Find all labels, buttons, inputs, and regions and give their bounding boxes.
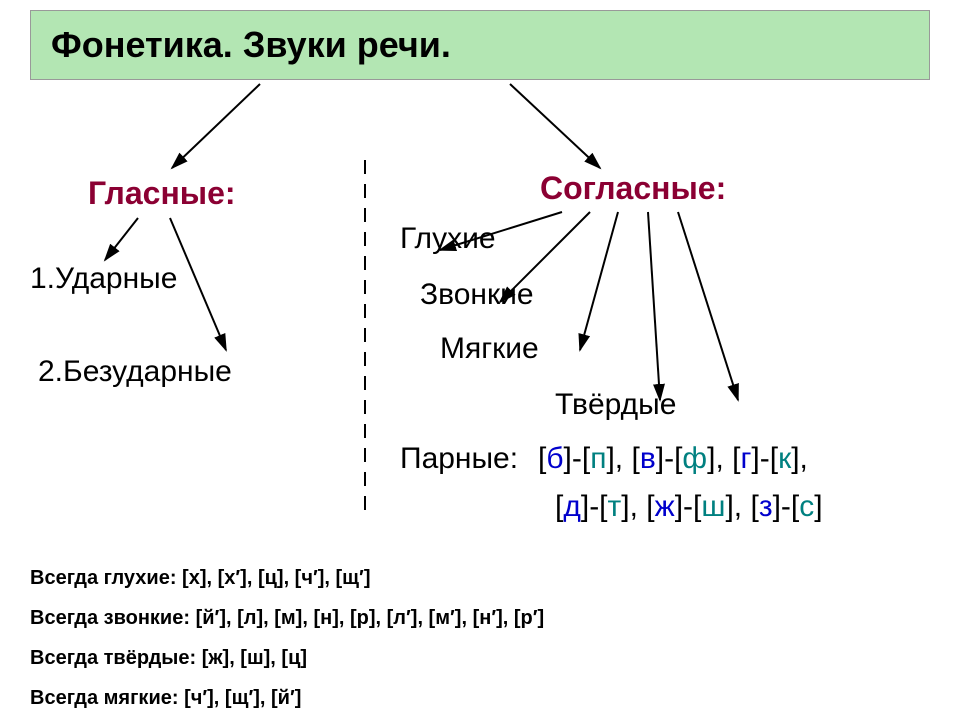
pair-voiced: з — [759, 490, 773, 523]
title-bar: Фонетика. Звуки речи. — [30, 10, 930, 80]
footer-row-soft: Всегда мягкие: [ч′], [щ′], [й′] — [30, 678, 544, 718]
pair-voiceless: с — [799, 490, 814, 523]
vowels-heading: Гласные: — [88, 175, 236, 212]
consonants-item-voiceless: Глухие — [400, 222, 496, 256]
pair-voiced: б — [546, 442, 563, 475]
pairs-line-1: [б]-[п], [в]-[ф], [г]-[к], — [538, 442, 808, 476]
footer-row-voiceless: Всегда глухие: [х], [х′], [ц], [ч′], [щ′… — [30, 558, 544, 598]
consonants-pair-label: Парные: — [400, 442, 518, 476]
footer-row-voiced: Всегда звонкие: [й′], [л], [м], [н], [р]… — [30, 598, 544, 638]
consonants-item-soft: Мягкие — [440, 332, 539, 366]
pair-voiced: в — [640, 442, 656, 475]
pair-voiceless: ф — [682, 442, 707, 475]
consonants-item-voiced: Звонкие — [420, 278, 534, 312]
pair-voiceless: к — [778, 442, 791, 475]
pair-voiceless: т — [608, 490, 622, 523]
title-text: Фонетика. Звуки речи. — [51, 24, 451, 66]
footer-block: Всегда глухие: [х], [х′], [ц], [ч′], [щ′… — [30, 558, 544, 718]
consonants-heading: Согласные: — [540, 170, 726, 207]
vowels-item-1: 1.Ударные — [30, 262, 177, 296]
pairs-line-2: [д]-[т], [ж]-[ш], [з]-[с] — [555, 490, 823, 524]
pair-voiced: д — [563, 490, 581, 523]
pair-voiced: ж — [655, 490, 675, 523]
consonants-item-hard: Твёрдые — [555, 388, 676, 422]
pair-voiced: г — [740, 442, 751, 475]
pair-voiceless: ш — [701, 490, 725, 523]
footer-row-hard: Всегда твёрдые: [ж], [ш], [ц] — [30, 638, 544, 678]
pair-voiceless: п — [590, 442, 606, 475]
vowels-item-2: 2.Безударные — [38, 355, 232, 389]
